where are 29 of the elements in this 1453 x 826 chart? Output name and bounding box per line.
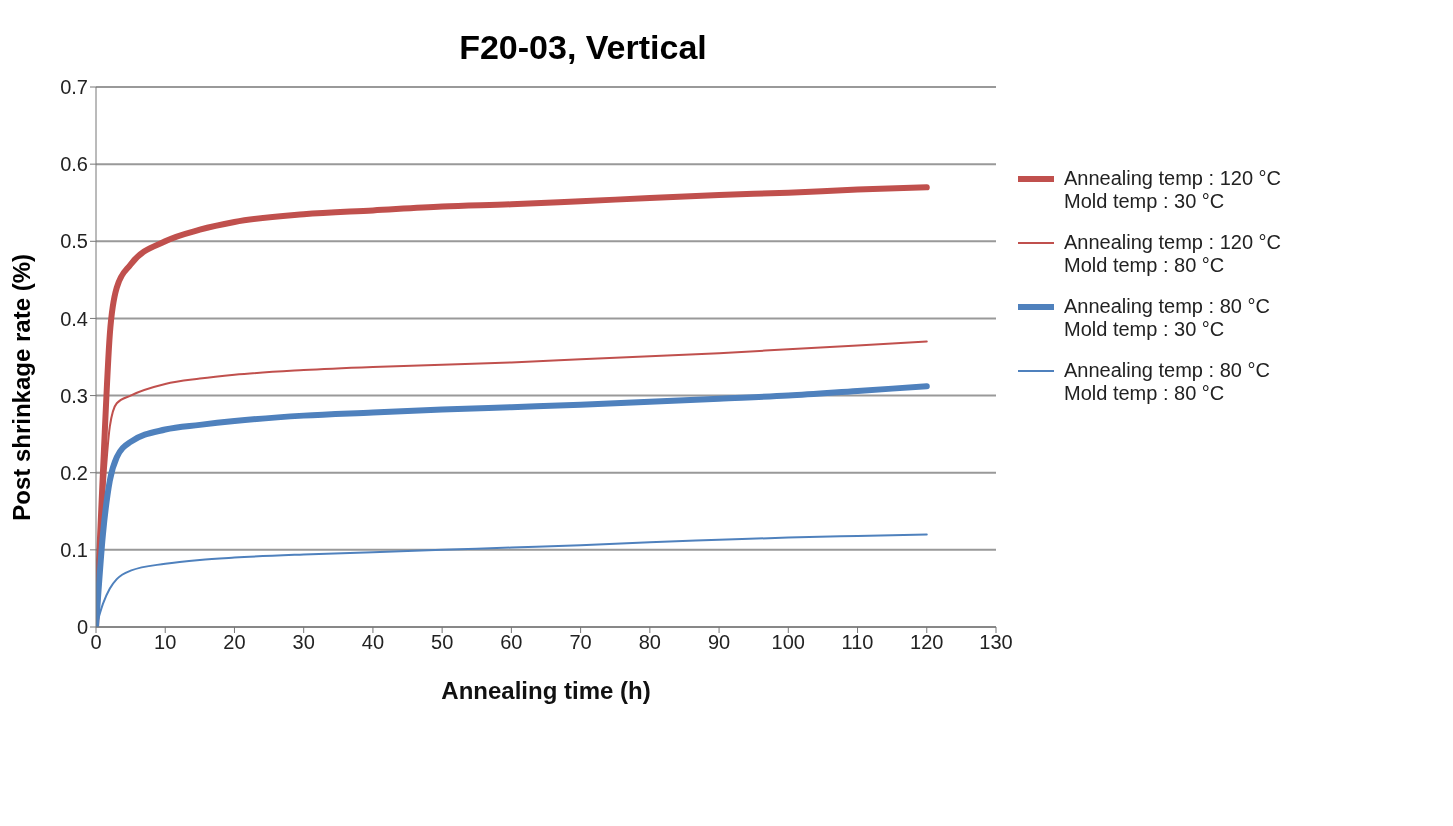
y-tick-label: 0.1 <box>60 538 88 561</box>
y-tick-label: 0 <box>76 616 88 639</box>
y-tick-label: 0.5 <box>60 230 88 253</box>
x-tick-label: 130 <box>979 631 1013 654</box>
x-tick-label: 60 <box>500 631 523 654</box>
x-tick-label: 40 <box>361 631 385 654</box>
y-tick-label: 0.4 <box>60 307 88 330</box>
chart-title: F20-03, Vertical <box>458 27 708 67</box>
legend-label: Annealing temp : 80 °C Mold temp : 80 °C <box>1064 359 1270 405</box>
x-tick-label: 70 <box>569 631 592 654</box>
y-tick-label: 0.2 <box>60 461 88 484</box>
y-axis-title: Post shrinkage rate (%) <box>8 253 36 521</box>
x-tick-label: 0 <box>90 631 102 654</box>
legend-label: Annealing temp : 120 °C Mold temp : 30 °C <box>1064 167 1282 213</box>
legend-label: Annealing temp : 80 °C Mold temp : 30 °C <box>1064 295 1270 341</box>
x-tick-label: 10 <box>154 631 177 654</box>
x-tick-label: 120 <box>910 631 944 654</box>
x-axis-title: Annealing time (h) <box>441 677 651 704</box>
x-tick-label: 100 <box>771 631 805 654</box>
y-tick-label: 0.3 <box>60 384 88 407</box>
x-tick-label: 110 <box>841 631 874 654</box>
y-tick-label: 0.7 <box>60 76 88 99</box>
legend-label: Annealing temp : 120 °C Mold temp : 80 °C <box>1064 231 1282 277</box>
x-tick-label: 30 <box>292 631 315 654</box>
y-tick-label: 0.6 <box>60 153 88 176</box>
x-tick-label: 50 <box>431 631 454 654</box>
x-tick-label: 90 <box>707 631 731 654</box>
x-tick-label: 80 <box>638 631 661 654</box>
x-tick-label: 20 <box>223 631 246 654</box>
